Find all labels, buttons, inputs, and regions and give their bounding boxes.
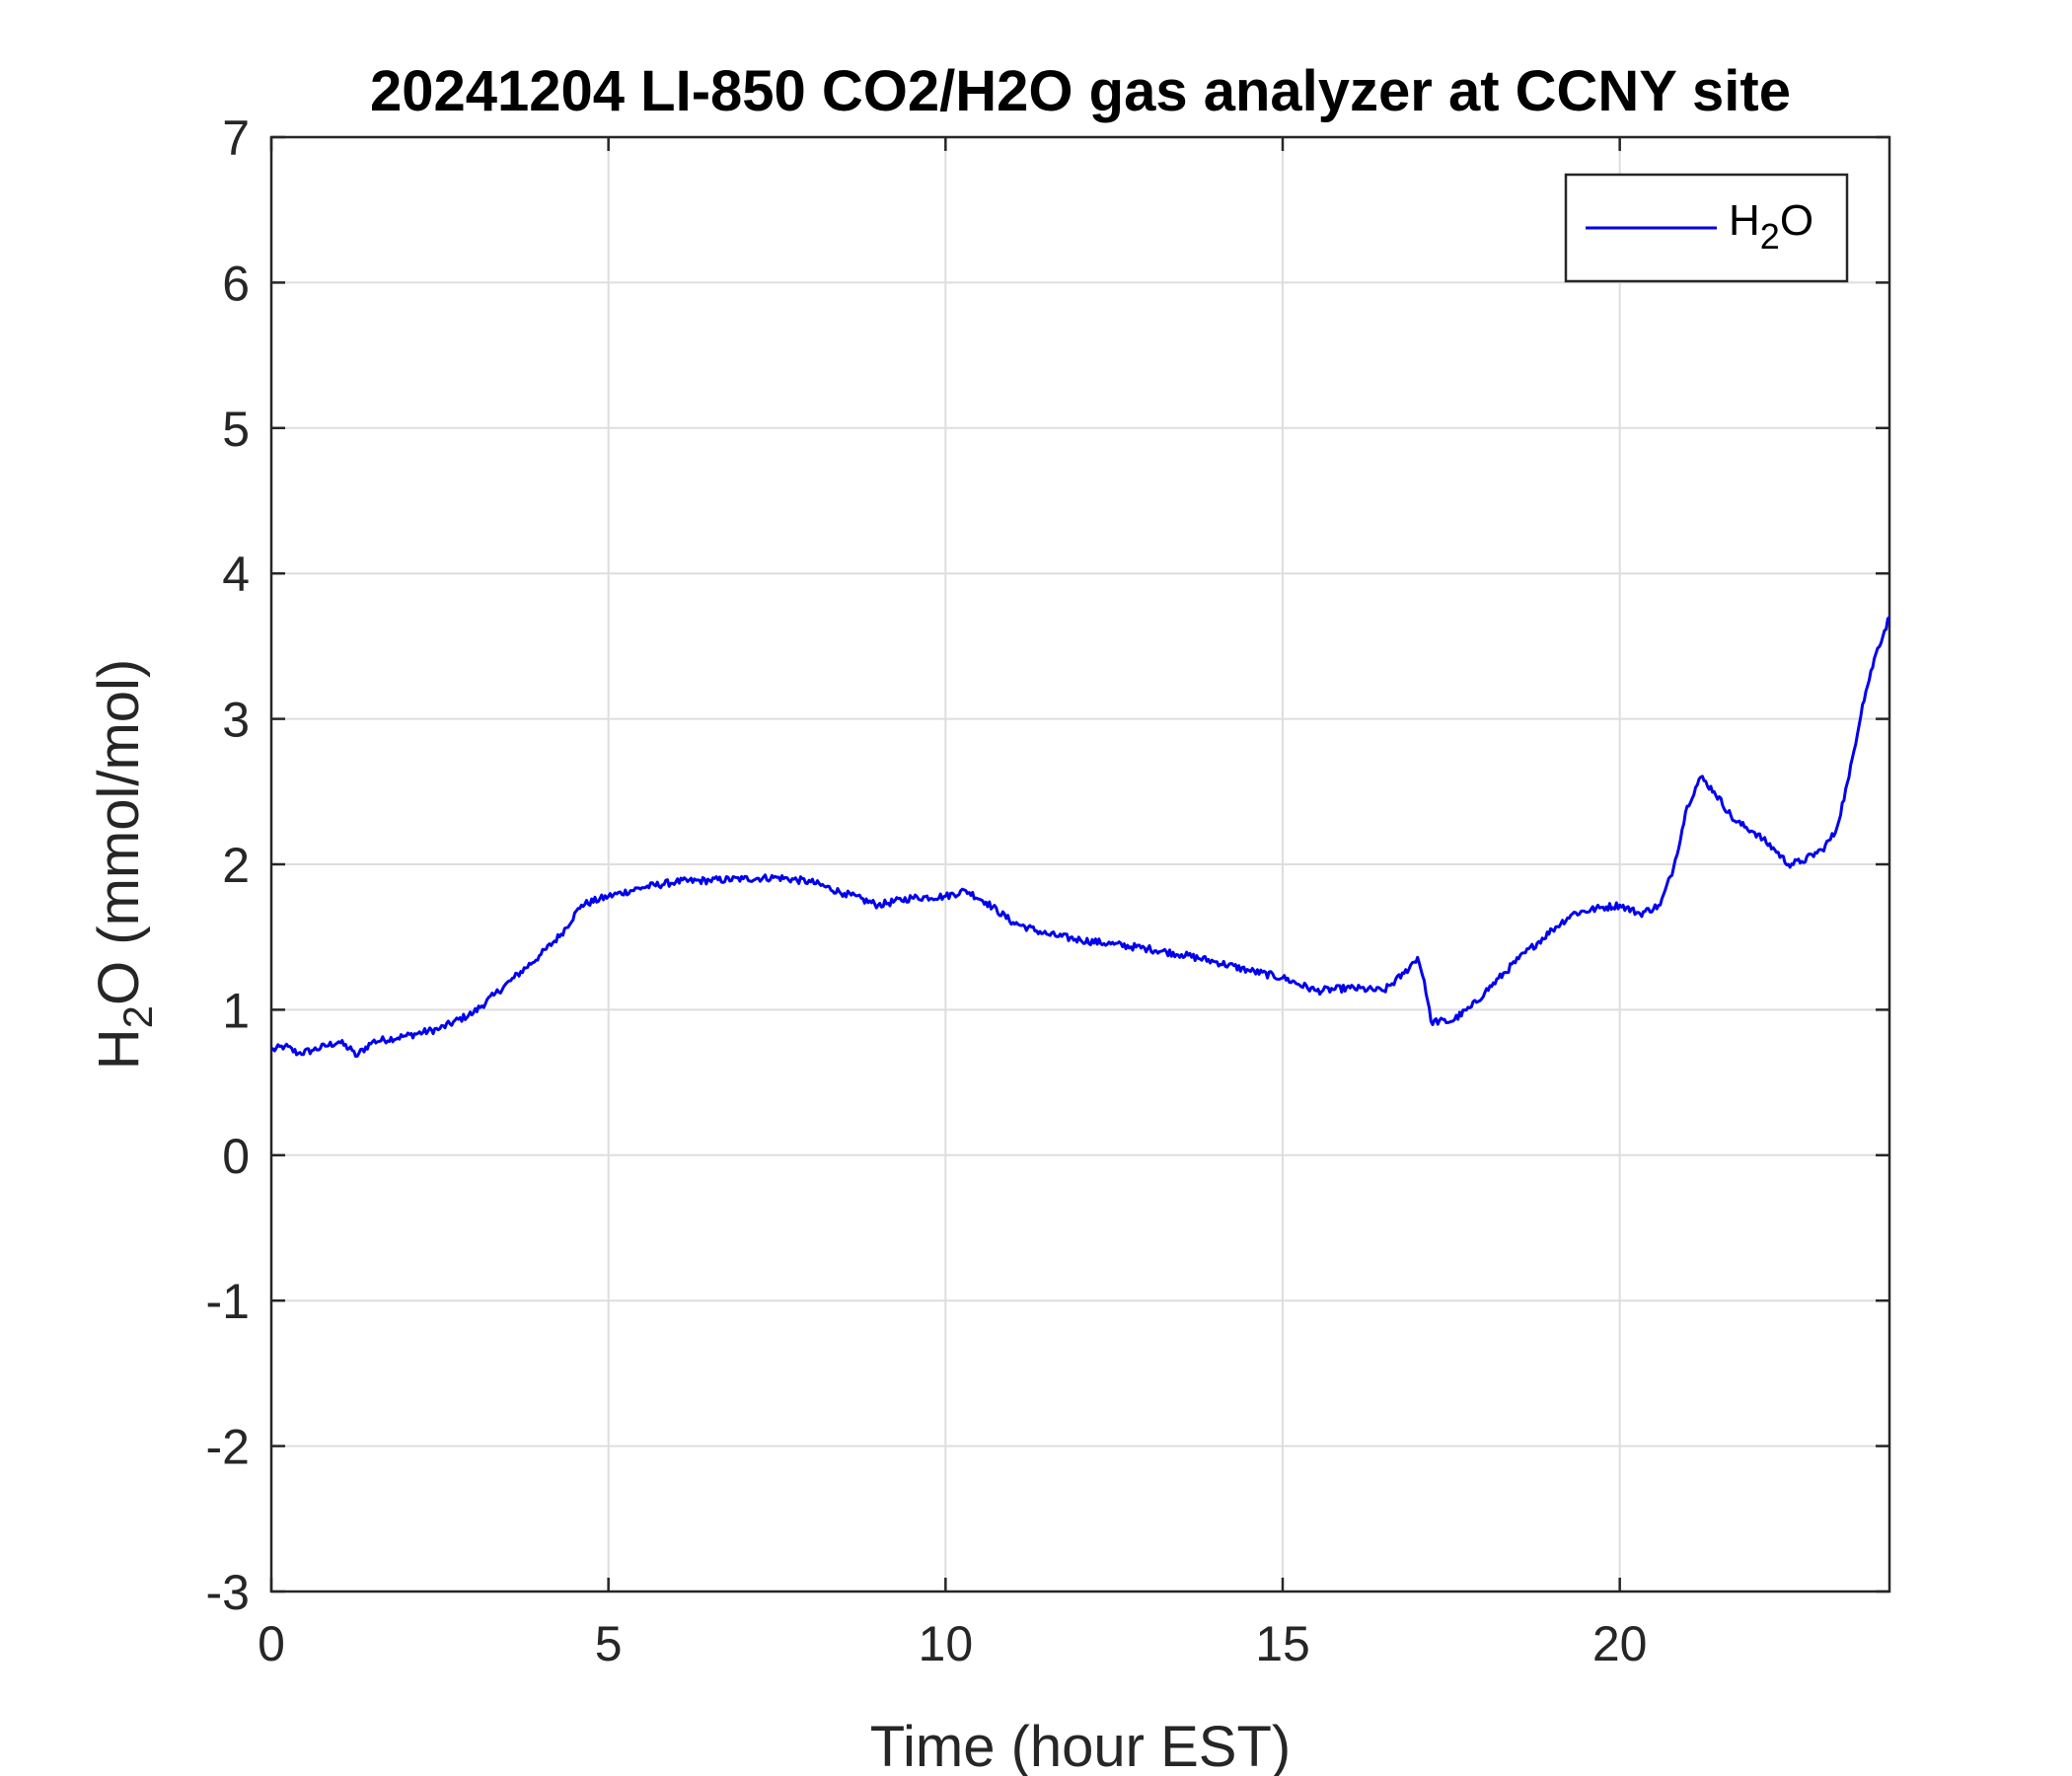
y-tick-label: 7 (222, 111, 250, 166)
y-tick-label: 3 (222, 693, 250, 748)
y-tick-label: 2 (222, 838, 250, 893)
grid-lines (271, 137, 1889, 1591)
x-tick-label: 15 (1255, 1616, 1310, 1671)
legend-label-h2o: H2O (1729, 196, 1813, 257)
legend: H2O (1564, 173, 1849, 283)
x-tick-label: 10 (919, 1616, 974, 1671)
x-axis-label: Time (hour EST) (870, 1715, 1291, 1776)
x-tick-label: 20 (1592, 1616, 1648, 1671)
axis-ticks: 0 5 10 15 20 -3 -2 -1 0 1 2 3 4 5 6 7 (206, 111, 1889, 1671)
y-tick-label: 0 (222, 1129, 250, 1184)
x-tick-label: 5 (595, 1616, 623, 1671)
y-tick-label: 6 (222, 256, 250, 311)
y-tick-label: 5 (222, 402, 250, 457)
h2o-series-line (269, 616, 1891, 1059)
x-tick-label: 0 (258, 1616, 285, 1671)
y-tick-label: -1 (206, 1274, 250, 1329)
chart-title: 20241204 LI-850 CO2/H2O gas analyzer at … (370, 59, 1791, 123)
y-axis-label: H2O (mmol/mol) (87, 659, 161, 1070)
y-tick-label: -2 (206, 1420, 250, 1475)
y-tick-label: -3 (206, 1565, 250, 1620)
y-tick-label: 4 (222, 547, 250, 602)
y-tick-label: 1 (222, 983, 250, 1038)
